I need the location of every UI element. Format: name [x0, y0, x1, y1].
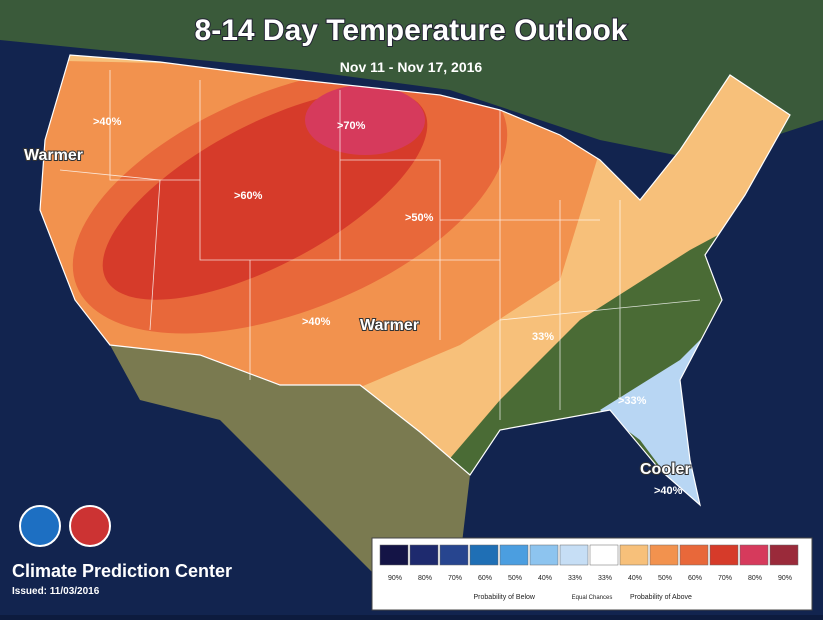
legend-label: 50%: [508, 575, 522, 582]
legend-label: 70%: [718, 575, 732, 582]
legend-swatch: [679, 544, 709, 566]
legend-swatch: [649, 544, 679, 566]
legend-swatch: [529, 544, 559, 566]
legend-swatch: [559, 544, 589, 566]
nws-logo: [69, 505, 111, 547]
map-label: >60%: [234, 190, 263, 202]
legend-swatch: [619, 544, 649, 566]
legend-swatch: [379, 544, 409, 566]
mexico: [110, 345, 470, 580]
agency: Climate Prediction Center: [12, 561, 232, 581]
map-label: >33%: [618, 395, 647, 407]
legend-label: 50%: [658, 575, 672, 582]
legend-label: 33%: [598, 575, 612, 582]
legend-swatch: [589, 544, 619, 566]
legend-label: 33%: [568, 575, 582, 582]
map-label: >70%: [337, 120, 366, 132]
map-label: 33%: [532, 331, 554, 343]
legend-label: 70%: [448, 575, 462, 582]
map-label: Warmer: [24, 147, 83, 164]
legend-above: Probability of Above: [630, 594, 692, 601]
map-label: Warmer: [360, 317, 419, 334]
legend-swatch: [739, 544, 769, 566]
legend-label: 90%: [388, 575, 402, 582]
map-label: >40%: [654, 485, 683, 497]
issued: Issued: 11/03/2016: [12, 586, 100, 597]
subtitle: Nov 11 - Nov 17, 2016: [340, 59, 483, 75]
legend-label: 80%: [748, 575, 762, 582]
state-lines: [59, 70, 701, 420]
title: 8-14 Day Temperature Outlook: [195, 14, 628, 47]
legend-swatch: [469, 544, 499, 566]
map-label: >50%: [405, 212, 434, 224]
map-label: >40%: [302, 316, 331, 328]
above-80: [305, 85, 425, 155]
legend-swatch: [499, 544, 529, 566]
legend-label: 40%: [628, 575, 642, 582]
legend-swatch: [769, 544, 799, 566]
legend-label: 80%: [418, 575, 432, 582]
legend-swatch: [709, 544, 739, 566]
legend-below: Probability of Below: [474, 594, 536, 601]
legend-equal: Equal Chances: [572, 595, 613, 601]
legend-label: 40%: [538, 575, 552, 582]
canada: [0, 0, 823, 160]
noaa-logo: [19, 505, 61, 547]
legend-label: 90%: [778, 575, 792, 582]
legend: 90% 80% 70% 60% 50% 40% 33% 33% 40% 50% 60% 70% 80% 9…: [379, 544, 799, 582]
map-label: Cooler: [640, 461, 691, 478]
legend-label: 60%: [688, 575, 702, 582]
legend-swatch: [409, 544, 439, 566]
legend-label: 60%: [478, 575, 492, 582]
map-label: >40%: [93, 116, 122, 128]
us-border: [39, 54, 791, 507]
legend-swatch: [439, 544, 469, 566]
